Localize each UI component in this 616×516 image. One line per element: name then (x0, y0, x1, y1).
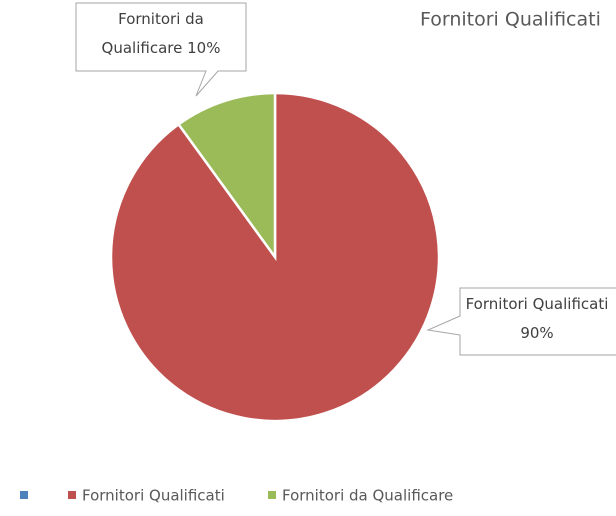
pie (109, 91, 441, 423)
pie-slice (176, 91, 277, 261)
legend-swatch (68, 491, 76, 499)
chart-title: Fornitori Qualificati (420, 9, 601, 31)
legend-swatch (20, 491, 28, 499)
data-label: Fornitori Qualificati 90% (465, 295, 609, 342)
legend-label: Fornitori da Qualificare (282, 487, 453, 505)
label-callout (426, 287, 616, 356)
legend-label: Fornitori Qualificati (82, 487, 225, 505)
label-callout (75, 2, 247, 97)
data-label: Fornitori da Qualificare 10% (101, 10, 221, 57)
legend-swatch (268, 491, 276, 499)
legend: Fornitori Qualificati Fornitori da Qualif… (20, 487, 453, 505)
